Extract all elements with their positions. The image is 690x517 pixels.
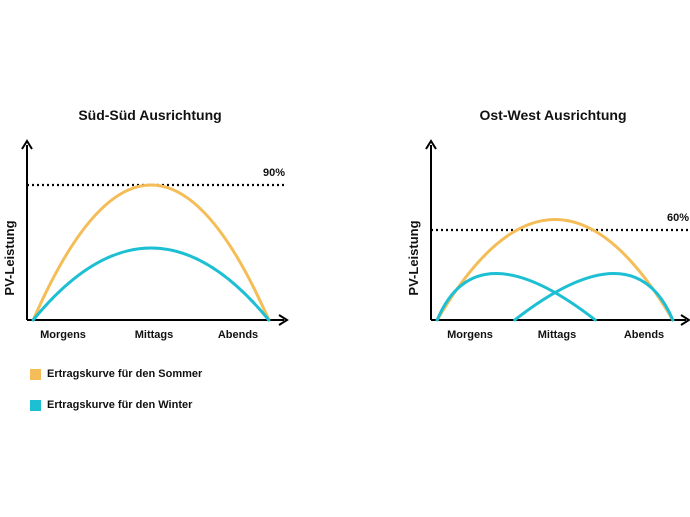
reference-label: 90% bbox=[263, 167, 285, 179]
legend-item-summer: Ertragskurve für den Sommer bbox=[30, 368, 202, 380]
summer-curve bbox=[435, 218, 675, 322]
y-axis-label: PV-Leistung bbox=[406, 220, 421, 295]
x-axis-arrow bbox=[278, 314, 289, 326]
x-tick-label: Abends bbox=[624, 329, 664, 341]
legend-swatch-summer bbox=[30, 368, 41, 380]
winter-curve bbox=[513, 272, 675, 322]
y-axis-label: PV-Leistung bbox=[2, 220, 17, 295]
winter-curve bbox=[435, 272, 597, 322]
legend-item-winter: Ertragskurve für den Winter bbox=[30, 399, 192, 411]
x-axis-arrow bbox=[680, 314, 690, 326]
x-tick-label: Morgens bbox=[447, 329, 493, 341]
y-axis-arrow bbox=[425, 139, 437, 150]
y-axis-arrow bbox=[21, 139, 33, 150]
legend-swatch-winter bbox=[30, 399, 41, 411]
x-tick-label: Mittags bbox=[538, 329, 577, 341]
chart-title: Ost-West Ausrichtung bbox=[479, 107, 626, 123]
legend-label-winter: Ertragskurve für den Winter bbox=[47, 399, 193, 411]
reference-label: 60% bbox=[667, 212, 689, 224]
winter-curve bbox=[31, 246, 271, 322]
x-tick-label: Morgens bbox=[40, 329, 86, 341]
x-tick-label: Mittags bbox=[135, 329, 174, 341]
x-tick-label: Abends bbox=[218, 329, 258, 341]
summer-curve bbox=[31, 183, 271, 322]
legend-label-summer: Ertragskurve für den Sommer bbox=[47, 368, 203, 380]
chart-title: Süd-Süd Ausrichtung bbox=[78, 107, 221, 123]
